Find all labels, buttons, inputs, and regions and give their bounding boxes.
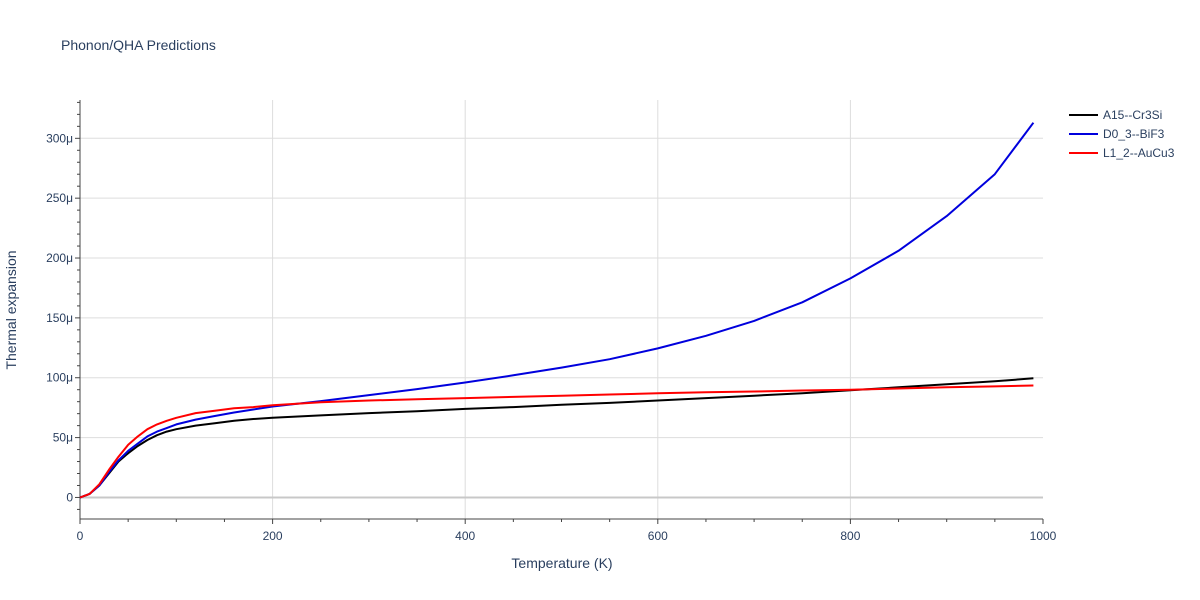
legend-item[interactable]: L1_2--AuCu3	[1069, 146, 1175, 160]
y-tick-label: 300μ	[46, 131, 73, 145]
y-tick-label: 200μ	[46, 251, 73, 265]
x-tick-label: 0	[77, 529, 84, 543]
series-line-1	[79, 122, 1035, 499]
x-tick-label: 400	[455, 529, 475, 543]
y-tick-label: 150μ	[46, 311, 73, 325]
grid-lines	[80, 100, 1043, 519]
legend-label: A15--Cr3Si	[1103, 108, 1162, 122]
x-tick-label: 600	[648, 529, 668, 543]
series-line-2	[79, 384, 1034, 499]
legend-label: D0_3--BiF3	[1103, 127, 1165, 141]
axes: 0 200 400 600 800 1000 0 50μ 100μ 150μ 200μ 250μ 300…	[46, 100, 1057, 543]
y-axis-title: Thermal expansion	[3, 250, 19, 369]
y-tick-label: 0	[66, 490, 73, 504]
plot-area	[79, 122, 1035, 499]
y-tick-label: 250μ	[46, 191, 73, 205]
y-tick-label: 50μ	[53, 431, 73, 445]
legend-label: L1_2--AuCu3	[1103, 146, 1175, 160]
series-line-0	[79, 377, 1034, 499]
x-tick-label: 800	[840, 529, 860, 543]
legend-item[interactable]: D0_3--BiF3	[1069, 127, 1165, 141]
x-axis-title: Temperature (K)	[511, 555, 612, 571]
chart-title: Phonon/QHA Predictions	[61, 37, 216, 53]
x-tick-label: 1000	[1030, 529, 1057, 543]
y-tick-label: 100μ	[46, 371, 73, 385]
legend[interactable]: A15--Cr3Si D0_3--BiF3 L1_2--AuCu3	[1069, 108, 1175, 160]
x-tick-label: 200	[263, 529, 283, 543]
legend-item[interactable]: A15--Cr3Si	[1069, 108, 1162, 122]
